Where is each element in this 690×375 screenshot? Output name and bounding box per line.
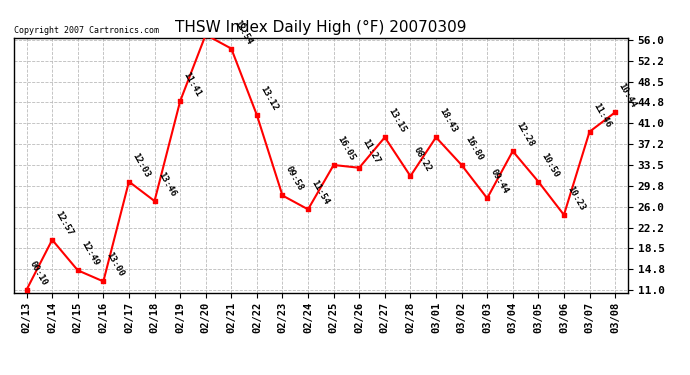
Point <box>175 98 186 104</box>
Title: THSW Index Daily High (°F) 20070309: THSW Index Daily High (°F) 20070309 <box>175 20 466 35</box>
Point <box>431 134 442 140</box>
Point <box>200 32 211 38</box>
Text: Copyright 2007 Cartronics.com: Copyright 2007 Cartronics.com <box>14 26 159 35</box>
Point <box>72 267 83 273</box>
Text: 12:49: 12:49 <box>79 240 100 267</box>
Text: 18:43: 18:43 <box>437 107 459 135</box>
Text: 10:50: 10:50 <box>540 151 561 179</box>
Point <box>47 237 58 243</box>
Text: 10:23: 10:23 <box>565 184 586 212</box>
Text: 00:10: 00:10 <box>28 259 49 287</box>
Point <box>21 287 32 293</box>
Text: 16:80: 16:80 <box>463 135 484 162</box>
Point <box>124 178 135 184</box>
Point <box>226 46 237 52</box>
Text: 11:27: 11:27 <box>361 137 382 165</box>
Point <box>354 165 365 171</box>
Text: 16:05: 16:05 <box>335 135 356 162</box>
Text: 13:00: 13:00 <box>105 251 126 279</box>
Text: 09:44: 09:44 <box>489 168 510 195</box>
Text: 09:58: 09:58 <box>284 165 305 193</box>
Text: 10:44: 10:44 <box>616 82 638 110</box>
Text: 12:28: 12:28 <box>514 121 535 148</box>
Point <box>609 110 620 116</box>
Text: 11:54: 11:54 <box>309 179 331 207</box>
Point <box>149 198 160 204</box>
Point <box>328 162 339 168</box>
Text: 11:41: 11:41 <box>181 71 203 99</box>
Point <box>533 178 544 184</box>
Text: 08:22: 08:22 <box>412 146 433 173</box>
Text: 13:15: 13:15 <box>386 107 407 135</box>
Point <box>507 148 518 154</box>
Point <box>405 173 416 179</box>
Text: 13:36: 13:36 <box>0 374 1 375</box>
Point <box>98 278 109 284</box>
Text: 11:46: 11:46 <box>591 101 612 129</box>
Point <box>380 134 391 140</box>
Point <box>558 212 569 218</box>
Text: 12:54: 12:54 <box>233 18 254 46</box>
Point <box>277 192 288 198</box>
Text: 13:46: 13:46 <box>156 171 177 198</box>
Point <box>584 129 595 135</box>
Point <box>302 206 313 212</box>
Point <box>456 162 467 168</box>
Text: 12:57: 12:57 <box>54 209 75 237</box>
Text: 13:12: 13:12 <box>258 84 279 112</box>
Text: 12:03: 12:03 <box>130 151 152 179</box>
Point <box>251 112 262 118</box>
Point <box>482 195 493 201</box>
